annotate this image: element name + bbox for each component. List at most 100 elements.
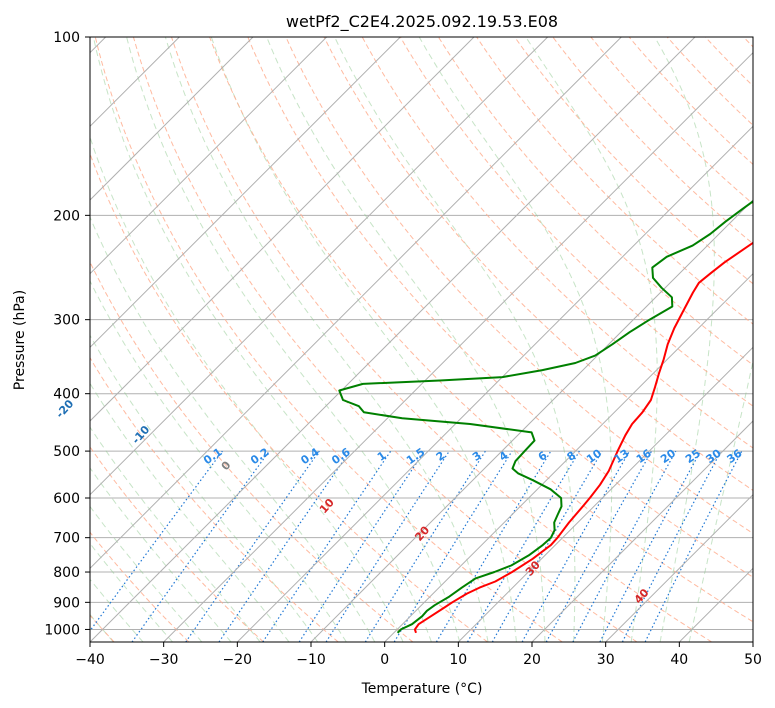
dry-adiabat-10 <box>90 152 488 642</box>
dry-adiabat-label-20: 20 <box>412 523 432 543</box>
isotherm--90 <box>90 37 328 275</box>
mixing-ratio-line-4 <box>393 450 513 642</box>
isotherm--40 <box>90 37 696 642</box>
dry-adiabat-50 <box>209 37 753 623</box>
isotherm--80 <box>90 37 401 349</box>
dry-adiabat-110 <box>437 37 753 366</box>
dry-adiabat-0 <box>90 260 414 642</box>
moist-adiabat-0 <box>90 135 404 642</box>
isotherm--70 <box>90 37 475 422</box>
moist-adiabat--36 <box>90 578 144 642</box>
moist-adiabat-32 <box>525 37 658 642</box>
temperature-line <box>413 241 753 634</box>
dry-adiabat-90 <box>361 37 753 449</box>
moist-adiabat--28 <box>90 505 203 642</box>
moist-adiabat-4 <box>92 37 432 642</box>
x-tick-label-40: 40 <box>670 652 688 668</box>
dry-adiabat-30 <box>132 37 638 642</box>
y-tick-label-600: 600 <box>53 491 80 507</box>
x-tick-label-20: 20 <box>523 652 541 668</box>
mixing-ratio-line-0.6 <box>218 450 351 642</box>
dry-adiabat-130 <box>514 37 753 285</box>
dry-adiabat-40 <box>171 37 712 642</box>
moist-adiabat--12 <box>90 334 319 642</box>
isotherm--60 <box>90 37 549 496</box>
isotherm--30 <box>163 51 753 642</box>
x-tick-label--40: −40 <box>75 652 105 668</box>
mixing-ratio-label-25: 25 <box>683 447 703 466</box>
mixing-ratio-label-10: 10 <box>584 446 604 466</box>
y-tick-label-100: 100 <box>53 30 80 46</box>
y-axis-label: Pressure (hPa) <box>12 290 28 390</box>
x-tick-label-0: 0 <box>380 652 389 668</box>
overlay-labels: 0.10.20.40.611.52346810131620253036-100-… <box>0 361 745 606</box>
x-tick-label-10: 10 <box>449 652 467 668</box>
dry-adiabat-170 <box>666 37 753 126</box>
moist-adiabat-28 <box>418 37 613 642</box>
mixing-ratio-label-0.6: 0.6 <box>329 445 353 467</box>
moist-adiabat-16 <box>210 37 517 642</box>
isotherm--20 <box>236 125 753 642</box>
y-tick-label-200: 200 <box>53 208 80 224</box>
skewed-isotherms <box>90 37 753 642</box>
x-tick-label-50: 50 <box>744 652 762 668</box>
dry-adiabat--10 <box>90 356 339 642</box>
mixing-ratio-label-1.5: 1.5 <box>404 445 427 467</box>
x-tick-label-30: 30 <box>597 652 615 668</box>
y-tick-label-700: 700 <box>53 531 80 547</box>
isotherm--10 <box>310 199 753 642</box>
dry-adiabat-70 <box>285 37 753 535</box>
mixing-ratio-line-36 <box>644 450 743 642</box>
y-tick-label-400: 400 <box>53 387 80 403</box>
dry-adiabat-180 <box>704 37 753 87</box>
dry-adiabat-label-40: 40 <box>632 586 652 606</box>
dry-adiabat-100 <box>399 37 753 407</box>
dry-adiabat-20 <box>94 37 563 642</box>
mixing-ratio-label-13: 13 <box>612 447 632 466</box>
y-tick-label-300: 300 <box>53 313 80 329</box>
isotherm-50 <box>752 641 753 642</box>
isotherm-0 <box>384 272 753 642</box>
mixing-ratio-line-2 <box>325 450 450 642</box>
isotherm-10 <box>457 346 753 642</box>
mixing-ratio-line-1 <box>262 450 392 642</box>
dry-adiabat--20 <box>90 446 264 642</box>
moist-adiabat--20 <box>90 426 261 642</box>
mixing-ratio-label-20: 20 <box>658 446 678 466</box>
mixing-ratio-line-16 <box>545 450 653 642</box>
x-axis-label: Temperature (°C) <box>361 681 483 697</box>
chart-title: wetPf2_C2E4.2025.092.19.53.E08 <box>286 12 558 32</box>
x-tick-label--20: −20 <box>223 652 253 668</box>
mixing-ratio-label-0.4: 0.4 <box>298 445 322 467</box>
moist-adiabats <box>90 37 753 642</box>
isotherm-40 <box>678 567 753 642</box>
mixing-ratio-line-0.1 <box>90 450 223 632</box>
dry-adiabat-80 <box>323 37 753 491</box>
mixing-ratio-line-30 <box>621 450 722 642</box>
mixing-ratio-line-20 <box>572 450 677 642</box>
mixing-ratio-line-13 <box>521 450 631 642</box>
dry-adiabat--30 <box>90 531 190 642</box>
mixing-ratio-line-25 <box>599 450 702 642</box>
mixing-ratio-line-0.2 <box>131 450 270 642</box>
dry-adiabat-label-minus10: -10 <box>129 423 152 447</box>
moist-adiabat--16 <box>90 382 290 642</box>
moist-adiabat-36 <box>654 37 715 642</box>
profile-lines <box>338 200 753 634</box>
mixing-ratio-label-36: 36 <box>724 446 744 466</box>
mixing-ratio-lines <box>90 450 743 642</box>
mixing-ratio-line-1.5 <box>298 450 425 642</box>
dry-adiabat-140 <box>552 37 753 245</box>
y-tick-label-500: 500 <box>53 444 80 460</box>
gridlines <box>90 37 753 630</box>
moist-adiabat-12 <box>164 37 489 642</box>
dry-adiabats <box>90 37 753 642</box>
mixing-ratio-label-30: 30 <box>704 446 724 466</box>
isotherm--50 <box>90 37 622 570</box>
x-tick-label--30: −30 <box>149 652 179 668</box>
dry-adiabat-label-0: 0 <box>219 458 234 473</box>
y-tick-label-900: 900 <box>53 595 80 611</box>
moist-adiabat-8 <box>126 37 461 642</box>
isotherm--100 <box>90 37 254 201</box>
